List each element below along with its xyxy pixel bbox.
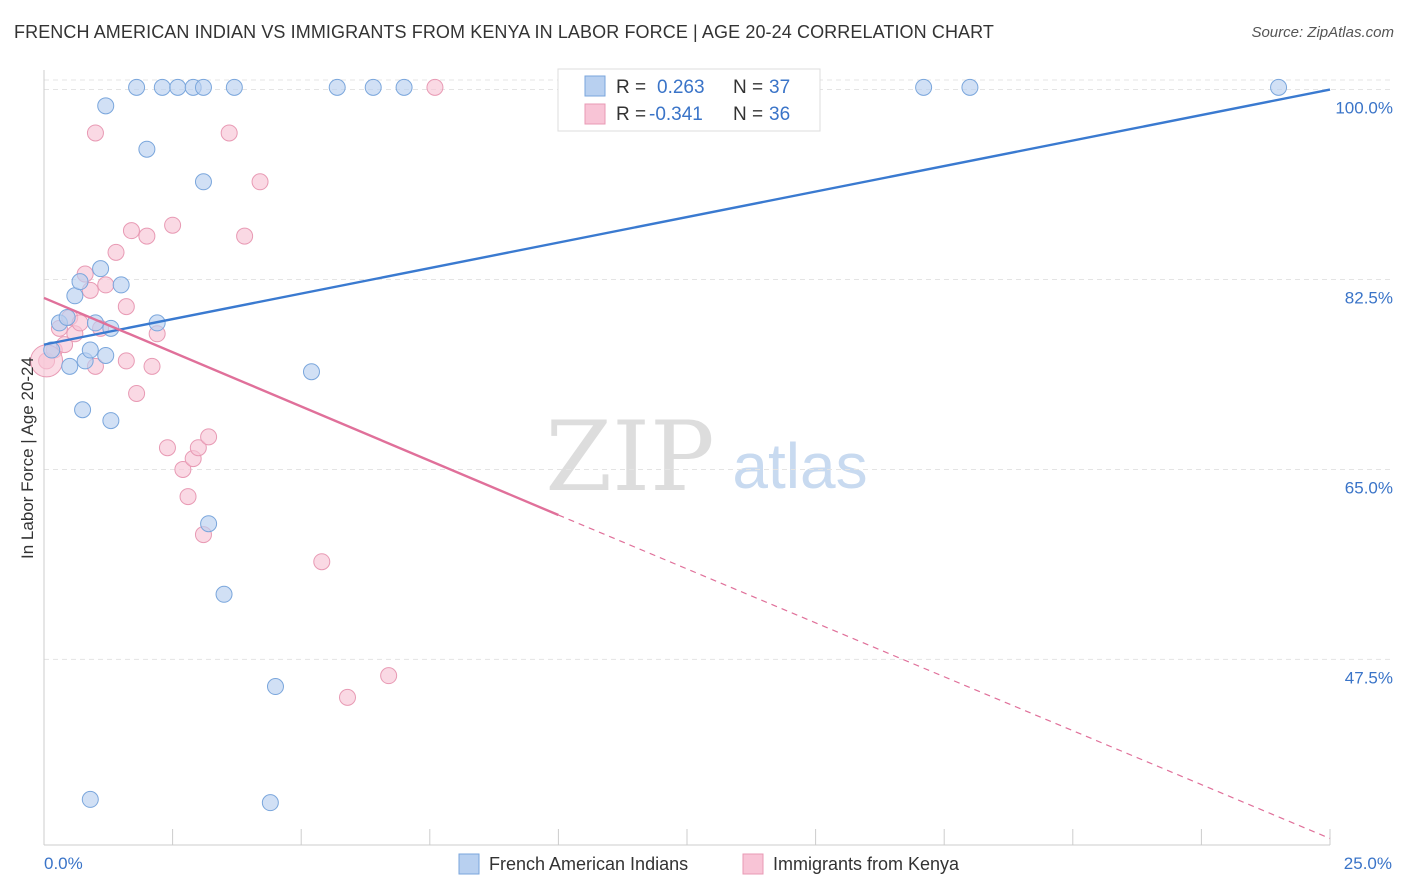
french-american-indian-point (302, 363, 320, 381)
french-american-indian-point (71, 273, 89, 291)
gridlines (44, 79, 1392, 660)
french-american-indian-point (112, 276, 130, 294)
french-american-indian-point (81, 790, 99, 808)
trend-line-immigrants-from-kenya-extension (558, 514, 1331, 840)
kenya-point (117, 298, 135, 316)
kenya-point (220, 124, 238, 142)
kenya-point (86, 124, 104, 142)
y-axis-title: In Labor Force | Age 20-24 (18, 357, 37, 559)
french-american-indian-point (97, 97, 115, 115)
french-american-indian-point (128, 78, 146, 96)
source-label: Source: ZipAtlas.com (1251, 24, 1394, 41)
stats-legend-swatch-blue (584, 75, 606, 97)
x-tick-label-max: 25.0% (1344, 854, 1392, 873)
french-american-indian-point (194, 78, 212, 96)
trend-line-immigrants-from-kenya (43, 296, 559, 517)
french-american-indian-point (61, 357, 79, 375)
series-legend: French American Indians Immigrants from … (458, 853, 960, 875)
french-american-indian-point (961, 78, 979, 96)
french-american-indian-point (328, 78, 346, 96)
trend-line-french-american-indians (43, 88, 1331, 346)
stats-legend-swatch-pink (584, 103, 606, 125)
kenya-point (179, 488, 197, 506)
french-american-indians-points (43, 78, 1288, 812)
french-american-indian-point (266, 678, 284, 696)
stats-n-value-blue: 37 (769, 77, 790, 98)
french-american-indian-point (66, 287, 84, 305)
french-american-indian-point (215, 585, 233, 603)
kenya-point (236, 227, 254, 245)
kenya-point (189, 439, 207, 457)
kenya-point (200, 428, 218, 446)
kenya-point (380, 667, 398, 685)
kenya-point (138, 227, 156, 245)
stats-r-value-pink: -0.341 (649, 104, 703, 125)
french-american-indian-point (261, 794, 279, 812)
kenya-point (143, 357, 161, 375)
kenya-point (107, 243, 125, 261)
french-american-indian-point (102, 412, 120, 430)
french-american-indian-point (200, 515, 218, 533)
legend-label-immigrants-from-kenya: Immigrants from Kenya (773, 854, 960, 874)
legend-swatch-french-american-indians (458, 853, 480, 875)
legend-swatch-immigrants-from-kenya (742, 853, 764, 875)
trend-lines (43, 88, 1331, 840)
french-american-indian-point (81, 341, 99, 359)
y-tick-label: 47.5% (1345, 668, 1393, 687)
x-tick-label-min: 0.0% (44, 854, 83, 873)
y-tick-label: 65.0% (1345, 478, 1393, 497)
french-american-indian-point (364, 78, 382, 96)
y-tick-label: 100.0% (1335, 99, 1393, 118)
stats-r-value-blue: 0.263 (657, 77, 705, 98)
french-american-indian-point (97, 346, 115, 364)
y-tick-labels: 47.5% 65.0% 82.5% 100.0% (1335, 99, 1393, 688)
stats-r-label-pink: R = (616, 104, 646, 125)
stats-n-value-pink: 36 (769, 104, 790, 125)
kenya-point (251, 173, 269, 191)
french-american-indian-point (74, 401, 92, 419)
french-american-indian-point (1270, 78, 1288, 96)
immigrants-from-kenya-points (30, 78, 444, 706)
kenya-point (128, 384, 146, 402)
kenya-point (97, 276, 115, 294)
stats-n-label-blue: N = (733, 77, 763, 98)
chart-title: FRENCH AMERICAN INDIAN VS IMMIGRANTS FRO… (14, 22, 995, 42)
french-american-indian-point (92, 260, 110, 278)
kenya-point (174, 460, 192, 478)
kenya-point (164, 216, 182, 234)
legend-label-french-american-indians: French American Indians (489, 854, 688, 874)
stats-r-label-blue: R = (616, 77, 646, 98)
kenya-point (158, 439, 176, 457)
french-american-indian-point (225, 78, 243, 96)
stats-n-label-pink: N = (733, 104, 763, 125)
french-american-indian-point (169, 78, 187, 96)
french-american-indian-point (153, 78, 171, 96)
french-american-indian-point (138, 140, 156, 158)
kenya-point (117, 352, 135, 370)
stats-legend: R = 0.263 N = 37 R = -0.341 N = 36 (557, 68, 821, 132)
kenya-point (338, 688, 356, 706)
french-american-indian-point (395, 78, 413, 96)
french-american-indian-point (58, 308, 76, 326)
watermark-atlas: atlas (732, 430, 867, 502)
watermark-zip: ZIP (545, 401, 714, 513)
french-american-indian-point (194, 173, 212, 191)
kenya-point (426, 78, 444, 96)
y-tick-label: 82.5% (1345, 288, 1393, 307)
x-ticks (43, 829, 1331, 845)
kenya-point (122, 222, 140, 240)
french-american-indian-point (915, 78, 933, 96)
kenya-point (313, 553, 331, 571)
